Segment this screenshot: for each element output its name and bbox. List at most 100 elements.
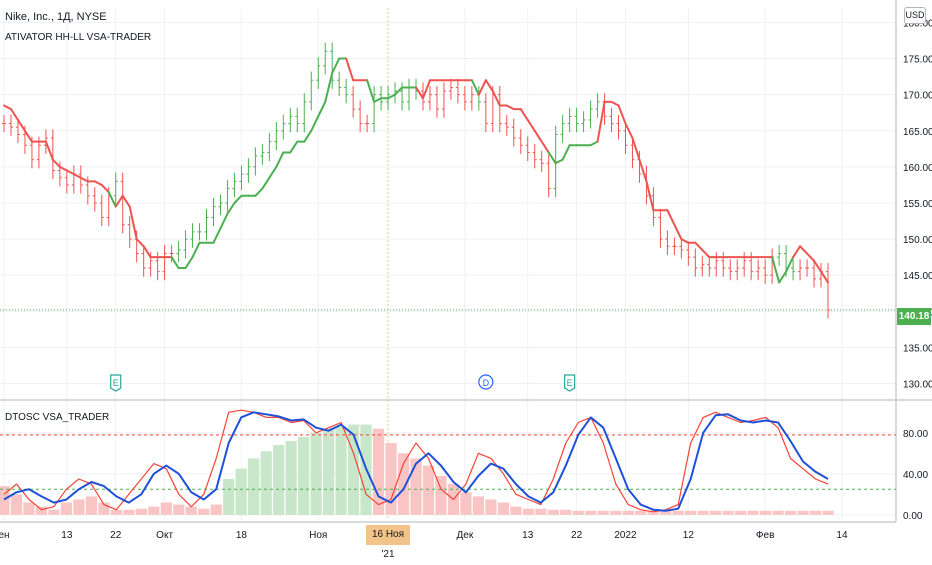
- activator-segment: [100, 183, 110, 194]
- dtosc-slow-line: [3, 411, 829, 512]
- histogram-bar: [148, 506, 160, 515]
- activator-segment: [226, 202, 236, 215]
- activator-segment: [596, 100, 606, 143]
- event-label: D: [483, 378, 490, 388]
- y-tick-label: 150.00: [903, 235, 932, 246]
- histogram-bar: [435, 475, 447, 515]
- activator-segment: [268, 165, 278, 179]
- main-indicator-label[interactable]: ATIVATOR HH-LL VSA-TRADER: [5, 32, 152, 43]
- activator-segment: [421, 79, 431, 100]
- activator-segment: [799, 245, 809, 255]
- activator-segment: [23, 129, 33, 143]
- activator-segment: [491, 90, 501, 107]
- activator-segment: [771, 256, 781, 284]
- earnings-event-icon: [110, 374, 122, 392]
- activator-segment: [303, 129, 313, 143]
- activator-segment: [394, 86, 404, 96]
- activator-segment: [610, 100, 620, 107]
- activator-segment: [561, 144, 571, 161]
- activator-segment: [72, 173, 82, 179]
- histogram-bar: [135, 508, 147, 515]
- histogram-bar: [622, 510, 634, 515]
- x-tick-label: Фев: [756, 530, 774, 541]
- activator-segment: [638, 158, 648, 183]
- histogram-bar: [347, 424, 360, 515]
- histogram-bar: [48, 509, 60, 515]
- activator-segment: [107, 191, 117, 208]
- histogram-bar: [535, 508, 547, 515]
- activator-segment: [79, 176, 89, 183]
- histogram-bar: [635, 510, 647, 515]
- histogram-bar: [772, 510, 784, 515]
- activator-segment: [470, 79, 480, 96]
- histogram-bar: [397, 453, 410, 515]
- histogram-bar: [610, 510, 622, 515]
- activator-segment: [16, 118, 26, 132]
- activator-segment: [261, 176, 271, 190]
- activator-segment: [184, 256, 194, 269]
- histogram-bar: [110, 509, 122, 515]
- activator-segment: [219, 212, 229, 230]
- activator-segment: [701, 248, 711, 259]
- histogram-bar: [173, 504, 185, 515]
- activator-segment: [547, 151, 557, 165]
- histogram-bar: [248, 458, 260, 515]
- activator-segment: [366, 79, 376, 103]
- y-tick-label: 170.00: [903, 91, 932, 102]
- histogram-bar: [460, 492, 472, 515]
- histogram-bar: [210, 504, 222, 515]
- histogram-bar: [372, 428, 385, 515]
- activator-segment: [484, 79, 494, 93]
- activator-segment: [58, 165, 68, 172]
- activator-segment: [44, 140, 54, 161]
- activator-segment: [813, 259, 823, 273]
- activator-segment: [820, 270, 829, 284]
- histogram-bar: [510, 506, 522, 515]
- activator-segment: [373, 97, 383, 103]
- activator-segment: [792, 245, 802, 259]
- activator-segment: [694, 241, 704, 251]
- activator-segment: [331, 57, 341, 74]
- chart-canvas[interactable]: 18 0.00 175.00 170.00 165.00 160.00 155.00 150.…: [0, 0, 932, 550]
- x-tick-label: Окт: [156, 530, 173, 541]
- x-tick-label: 13: [522, 530, 534, 541]
- symbol-title[interactable]: Nike, Inc., 1Д, NYSE: [5, 11, 107, 23]
- x-tick-label: 22: [571, 530, 583, 541]
- histogram-bar: [809, 510, 822, 515]
- histogram-bar: [722, 510, 734, 515]
- histogram-bar: [660, 510, 672, 515]
- histogram-bar: [98, 502, 110, 515]
- histogram-bar: [322, 428, 335, 515]
- histogram-bar: [160, 502, 172, 515]
- histogram-bar: [385, 443, 397, 515]
- activator-segment: [533, 129, 543, 143]
- activator-segment: [778, 270, 788, 284]
- activator-segment: [191, 241, 201, 259]
- activator-segment: [233, 194, 243, 204]
- histogram-bar: [410, 458, 422, 515]
- histogram-bar: [35, 506, 48, 515]
- activator-segment: [680, 238, 690, 244]
- activator-segment: [666, 209, 676, 226]
- histogram-bar: [597, 510, 609, 515]
- histogram-bar: [422, 465, 435, 515]
- activator-segment: [673, 223, 683, 241]
- currency-badge[interactable]: USD: [904, 7, 926, 24]
- histogram-bar: [298, 436, 310, 515]
- histogram-bar: [285, 440, 297, 515]
- histogram-bar: [335, 426, 347, 515]
- histogram-bar: [23, 502, 35, 515]
- x-tick-label: 22: [110, 530, 122, 541]
- histogram-bar: [572, 510, 584, 515]
- histogram-bar: [685, 510, 697, 515]
- histogram-bar: [647, 510, 659, 515]
- histogram-bar: [522, 508, 534, 515]
- activator-segment: [114, 194, 124, 208]
- activator-segment: [254, 187, 264, 197]
- sub-indicator-label[interactable]: DTOSC VSA_TRADER: [5, 412, 110, 423]
- activator-segment: [51, 158, 61, 168]
- y-tick-label: 145.00: [903, 271, 932, 282]
- histogram-bar: [185, 506, 197, 515]
- x-tick-label: 14: [836, 530, 848, 541]
- sub-y-tick-label: 80.00: [903, 429, 928, 440]
